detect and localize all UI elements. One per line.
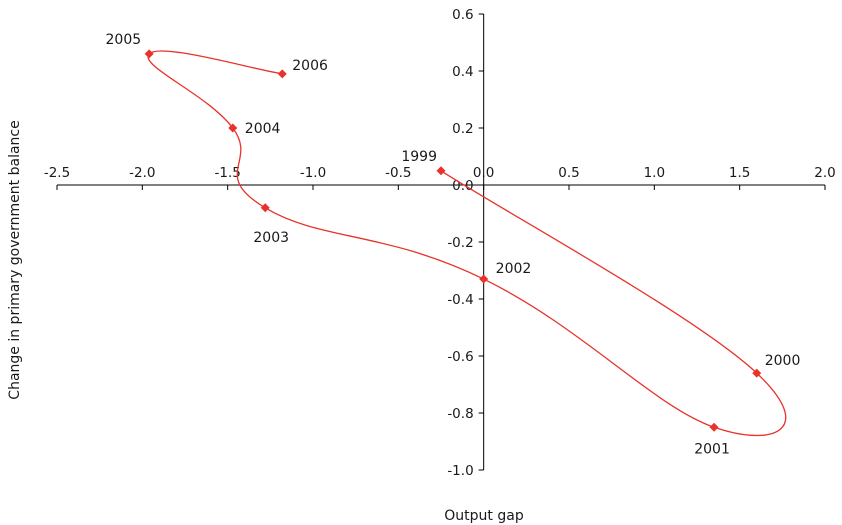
x-tick-label: -0.5 bbox=[385, 165, 411, 181]
data-point-2003 bbox=[260, 203, 270, 213]
data-point-2005 bbox=[144, 49, 154, 59]
x-tick-label: -2.5 bbox=[44, 165, 70, 181]
y-tick-label: -1.0 bbox=[447, 463, 473, 479]
data-point-2004 bbox=[228, 123, 238, 133]
x-ticks: -2.5 -2.0 -1.5 -1.0 -0.5 0.0 0.5 1.0 1.5 2.0 bbox=[44, 165, 836, 190]
point-label-2004: 2004 bbox=[245, 121, 281, 137]
x-tick-label: -1.5 bbox=[214, 165, 240, 181]
y-tick-label: 0.6 bbox=[452, 7, 473, 23]
x-tick-label: -1.0 bbox=[300, 165, 326, 181]
y-tick-label: 0.4 bbox=[452, 64, 473, 80]
point-labels: 1999 2000 2001 2002 2003 2004 2005 2006 bbox=[106, 32, 801, 457]
y-tick-label: -0.4 bbox=[447, 292, 473, 308]
x-tick-label: 0.0 bbox=[473, 165, 494, 181]
y-tick-label: 0.0 bbox=[452, 178, 473, 194]
data-point-2002 bbox=[479, 274, 489, 284]
data-point-2000 bbox=[752, 368, 762, 378]
x-tick-label: 0.5 bbox=[558, 165, 579, 181]
data-point-2006 bbox=[277, 69, 287, 79]
axes bbox=[57, 14, 825, 470]
x-tick-label: -2.0 bbox=[129, 165, 155, 181]
x-tick-label: 1.0 bbox=[644, 165, 665, 181]
point-label-2000: 2000 bbox=[765, 353, 801, 369]
y-axis-title: Change in primary government balance bbox=[7, 120, 23, 399]
y-ticks: -1.0 -0.8 -0.6 -0.4 -0.2 0.0 0.2 0.4 0.6 bbox=[447, 7, 484, 479]
y-tick-label: -0.6 bbox=[447, 349, 473, 365]
x-tick-label: 1.5 bbox=[729, 165, 750, 181]
y-tick-label: 0.2 bbox=[452, 121, 473, 137]
y-tick-label: -0.2 bbox=[447, 235, 473, 251]
point-label-2003: 2003 bbox=[253, 230, 289, 246]
data-point-1999 bbox=[436, 166, 446, 176]
x-tick-label: 2.0 bbox=[814, 165, 835, 181]
markers bbox=[144, 49, 762, 432]
point-label-2002: 2002 bbox=[496, 261, 532, 277]
point-label-1999: 1999 bbox=[401, 149, 437, 165]
point-label-2005: 2005 bbox=[106, 32, 142, 48]
point-label-2006: 2006 bbox=[292, 58, 328, 74]
data-point-2001 bbox=[709, 422, 719, 432]
x-axis-title: Output gap bbox=[444, 508, 524, 524]
y-tick-label: -0.8 bbox=[447, 406, 473, 422]
series-line bbox=[147, 50, 787, 437]
point-label-2001: 2001 bbox=[694, 441, 730, 457]
